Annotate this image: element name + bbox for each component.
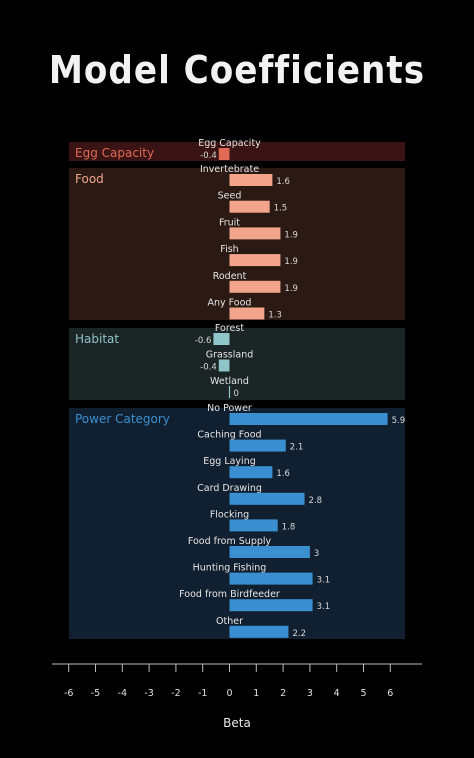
bar-label: Forest [215,323,244,334]
bar-label: Caching Food [197,430,261,441]
group-label: Power Category [75,412,170,426]
value-label: 0 [234,389,239,399]
x-tick-label: 4 [334,688,340,699]
chart-title: Model Coefficients [48,48,426,92]
bar-label: Seed [218,191,242,202]
bar [228,386,231,398]
x-tick-label: -5 [91,688,100,699]
bar-label: Any Food [208,298,252,309]
group-label: Habitat [75,332,119,346]
value-label: 1.8 [282,522,296,532]
bar [229,492,305,505]
value-label: 1.9 [284,230,298,240]
x-tick-label: -2 [171,688,180,699]
bar [229,546,310,558]
group-label: Egg Capacity [75,146,154,160]
x-tick-label: 1 [253,688,259,699]
bar-label: Card Drawing [197,483,262,494]
value-label: -0.4 [200,151,217,161]
bar [229,280,281,293]
bar [229,519,278,532]
x-tick-label: -3 [144,688,153,699]
value-label: 1.9 [284,284,298,294]
bar-label: Egg Capacity [198,138,261,149]
value-label: 2.8 [309,496,323,506]
bar [218,359,230,372]
bar [229,227,281,240]
group-panel-habitat [69,328,405,400]
bar [229,200,270,213]
value-label: 3 [314,549,319,559]
bar [229,599,313,612]
bar [229,625,289,638]
value-label: 2.1 [290,443,304,453]
bar [229,572,313,585]
x-tick-label: -4 [118,688,127,699]
bar-label: Hunting Fishing [193,563,267,574]
bar-label: Food from Supply [188,536,272,547]
value-label: 3.1 [317,602,331,612]
bar [229,174,273,186]
bar-label: Invertebrate [200,164,259,175]
value-label: 1.5 [274,204,288,214]
bar-label: Flocking [210,509,249,520]
bar-label: Food from Birdfeeder [179,589,280,600]
bar-label: Fruit [219,217,240,228]
group-panel-egg-capacity [69,142,405,161]
bar [218,148,230,160]
bar-label: Grassland [206,350,254,361]
group-label: Food [75,172,104,186]
bar-label: Rodent [213,271,247,282]
x-tick-label: -1 [198,688,207,699]
x-tick-label: 3 [307,688,313,699]
bar [229,307,265,320]
value-label: 1.3 [268,311,282,321]
bar [229,439,286,452]
x-tick-label: 0 [226,688,232,699]
value-label: 3.1 [317,576,331,586]
bar [229,466,273,479]
value-label: -0.4 [200,363,217,373]
value-label: 1.6 [276,177,290,187]
value-label: -0.6 [195,336,212,346]
x-axis-title: Beta [223,716,251,730]
bar-label: Wetland [210,376,249,387]
x-tick-label: 2 [280,688,286,699]
bar-label: No Power [207,403,252,414]
x-tick-label: 5 [360,688,366,699]
bar [213,333,230,345]
value-label: 2.2 [292,629,306,639]
bar-label: Other [216,616,243,627]
bar-label: Fish [220,244,238,255]
x-tick-label: -6 [64,688,73,699]
group-panel-food [69,168,405,320]
value-label: 1.6 [276,469,290,479]
value-label: 1.9 [284,257,298,267]
bar [229,413,388,425]
bar-label: Egg Laying [203,456,256,467]
bar [229,254,281,267]
value-label: 5.9 [392,416,406,426]
x-tick-label: 6 [387,688,393,699]
